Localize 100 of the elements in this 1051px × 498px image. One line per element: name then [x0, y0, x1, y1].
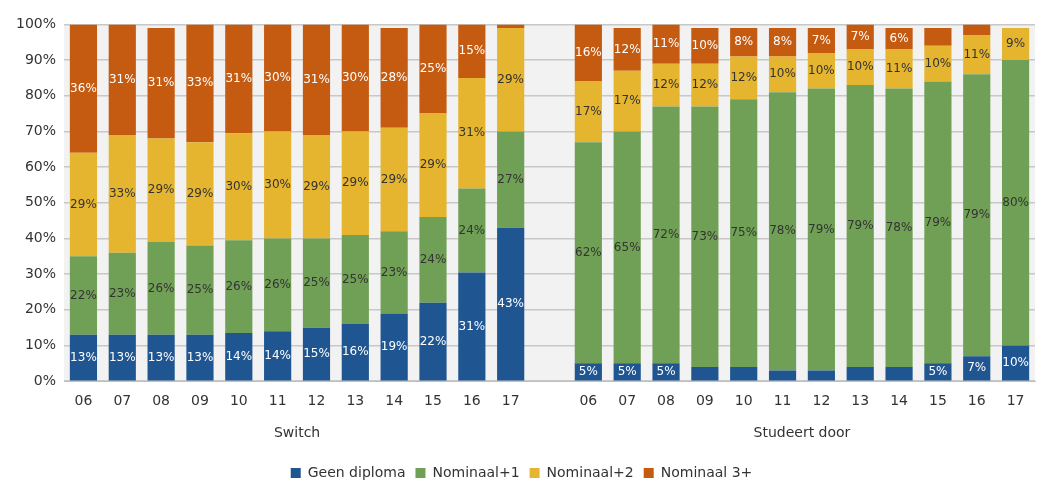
bar	[69, 152, 98, 257]
data-label: 29%	[70, 196, 97, 211]
legend-label: Geen diploma	[307, 463, 406, 480]
bar	[652, 24, 680, 64]
bar	[885, 49, 913, 89]
data-label: 12%	[691, 77, 719, 92]
data-label: 24%	[419, 252, 447, 267]
data-label: 28%	[380, 70, 408, 85]
data-label: 14%	[225, 348, 253, 363]
x-tick-label: 17	[1006, 392, 1025, 409]
x-tick-label: 12	[812, 392, 831, 409]
data-label: 29%	[147, 182, 175, 197]
x-tick-label: 14	[385, 392, 404, 409]
data-label: 65%	[613, 239, 641, 254]
bar	[458, 272, 486, 381]
bar	[147, 138, 175, 243]
data-label: 10%	[769, 66, 796, 81]
data-label: 30%	[264, 177, 291, 192]
data-label: 10%	[924, 55, 952, 70]
bar	[885, 88, 913, 367]
bar	[108, 252, 136, 335]
data-label: 31%	[458, 125, 486, 140]
x-tick-label: 16	[967, 392, 986, 409]
bar	[807, 88, 835, 371]
data-label: 12%	[613, 41, 641, 56]
data-label: 31%	[147, 75, 175, 90]
data-label: 10%	[691, 37, 719, 52]
bar	[225, 240, 253, 334]
data-label: 19%	[380, 339, 408, 354]
y-tick-label: 70%	[24, 122, 57, 139]
data-label: 79%	[846, 218, 874, 233]
data-label: 29%	[303, 178, 330, 193]
bar	[924, 81, 952, 364]
data-label: 29%	[341, 175, 369, 190]
data-label: 26%	[147, 280, 175, 295]
x-tick-label: 08	[152, 392, 171, 409]
x-tick-label: 11	[268, 392, 287, 409]
bar	[108, 24, 136, 136]
data-label: 33%	[108, 186, 136, 201]
x-tick-label: 10	[734, 392, 753, 409]
data-label: 36%	[70, 80, 97, 95]
x-tick-label: 07	[113, 392, 132, 409]
x-tick-label: 08	[657, 392, 675, 409]
bar	[419, 302, 447, 381]
bar	[225, 24, 253, 134]
data-label: 75%	[730, 225, 758, 240]
y-tick-label: 40%	[24, 229, 57, 246]
data-label: 9%	[1006, 36, 1026, 51]
data-label: 80%	[1002, 194, 1029, 209]
data-label: 15%	[458, 43, 486, 58]
bar	[730, 366, 758, 381]
data-label: 25%	[303, 275, 330, 290]
x-tick-label: 06	[579, 392, 598, 409]
data-label: 73%	[691, 228, 719, 243]
y-tick-label: 80%	[24, 86, 57, 103]
data-label: 14%	[264, 347, 291, 362]
data-label: 5%	[617, 364, 637, 379]
bar	[574, 81, 602, 143]
bar	[497, 227, 525, 381]
data-label: 31%	[108, 71, 136, 86]
data-label: 25%	[186, 282, 214, 297]
data-label: 13%	[70, 349, 97, 364]
data-label: 22%	[70, 287, 97, 302]
bar	[69, 24, 98, 153]
data-label: 29%	[186, 186, 214, 201]
bar	[380, 27, 408, 128]
bar	[652, 106, 680, 364]
data-label: 12%	[730, 70, 758, 85]
bar	[846, 85, 874, 367]
bar	[963, 74, 991, 357]
x-tick-label: 15	[424, 392, 442, 409]
bar	[419, 24, 447, 114]
y-tick-label: 0%	[33, 371, 57, 388]
data-label: 30%	[341, 70, 369, 85]
x-tick-label: 15	[928, 392, 947, 409]
bar	[768, 92, 797, 371]
data-label: 30%	[225, 178, 253, 193]
x-tick-label: 12	[307, 392, 326, 409]
data-label: 79%	[924, 214, 952, 229]
bar	[613, 70, 641, 132]
bar	[341, 324, 369, 381]
bar	[186, 24, 214, 143]
y-tick-label: 90%	[24, 50, 57, 67]
data-label: 31%	[303, 71, 330, 86]
data-label: 29%	[497, 71, 525, 86]
bar	[341, 131, 369, 235]
bar	[1001, 60, 1030, 346]
data-label: 29%	[419, 157, 447, 172]
data-label: 23%	[108, 285, 136, 300]
data-label: 8%	[734, 34, 754, 49]
bar	[380, 127, 408, 232]
data-label: 31%	[458, 318, 486, 333]
data-label: 6%	[889, 30, 909, 45]
bar	[924, 27, 952, 46]
data-label: 33%	[186, 75, 214, 90]
bar	[846, 366, 874, 381]
text: Studeert door	[753, 423, 851, 440]
text: Switch	[273, 423, 321, 440]
data-label: 7%	[811, 32, 831, 47]
data-label: 13%	[186, 349, 214, 364]
